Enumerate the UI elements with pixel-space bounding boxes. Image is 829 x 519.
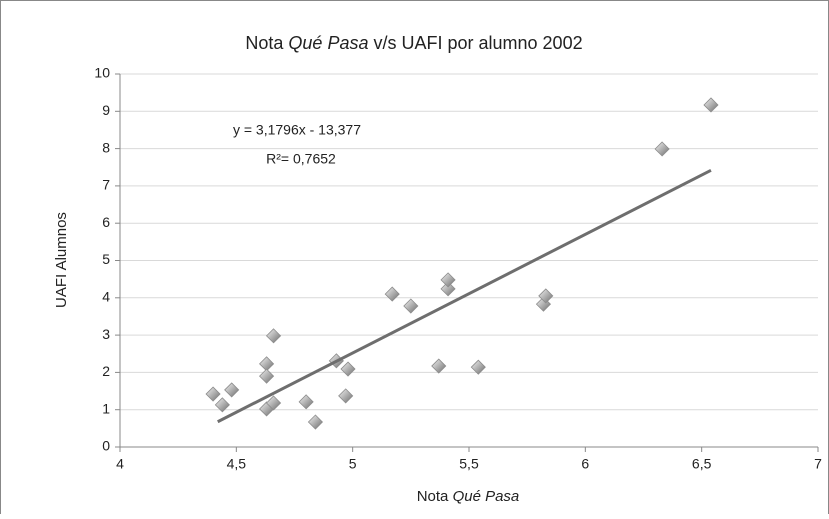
- x-tick-label: 7: [814, 456, 822, 472]
- y-tick-label: 2: [102, 363, 110, 379]
- point: [470, 359, 486, 375]
- point: [307, 414, 324, 430]
- y-tick-label: 5: [102, 251, 110, 267]
- y-axis-label: UAFI Alumnos: [53, 212, 70, 308]
- point: [403, 298, 419, 314]
- x-label-part: Nota: [417, 488, 453, 505]
- x-tick-label: 5: [349, 456, 357, 472]
- point: [265, 395, 282, 411]
- point: [340, 361, 356, 377]
- point: [259, 368, 275, 384]
- y-tick-label: 7: [102, 177, 110, 193]
- y-tick-label: 1: [102, 400, 110, 416]
- x-tick-label: 6,5: [692, 456, 712, 472]
- point: [654, 141, 670, 157]
- point: [440, 272, 456, 288]
- point: [214, 397, 230, 413]
- point: [431, 358, 447, 374]
- y-tick-label: 0: [102, 438, 110, 454]
- r-squared: R²= 0,7652: [266, 151, 336, 167]
- x-tick-label: 4: [116, 456, 124, 472]
- point: [703, 97, 719, 113]
- y-tick-label: 8: [102, 139, 110, 155]
- x-tick-label: 4,5: [227, 456, 247, 472]
- y-tick-label: 3: [102, 326, 110, 342]
- point: [538, 288, 554, 304]
- trendline: [217, 168, 712, 424]
- y-tick-label: 6: [102, 214, 110, 230]
- title-part: Qué Pasa: [288, 33, 368, 53]
- point: [205, 386, 221, 402]
- point: [440, 281, 456, 297]
- point: [224, 382, 240, 398]
- title-part: v/s UAFI por alumno 2002: [368, 33, 582, 53]
- y-tick-label: 9: [102, 102, 110, 118]
- x-tick-label: 5,5: [459, 456, 479, 472]
- point: [338, 388, 354, 404]
- point: [298, 394, 314, 410]
- x-axis-label: Nota Qué Pasa: [417, 488, 520, 505]
- x-label-part: Qué Pasa: [453, 488, 520, 505]
- chart-title: Nota Qué Pasa v/s UAFI por alumno 2002: [245, 33, 582, 53]
- point: [265, 328, 282, 344]
- y-tick-label: 10: [94, 65, 110, 81]
- x-tick-label: 6: [581, 456, 589, 472]
- equation: y = 3,1796x - 13,377: [233, 122, 361, 138]
- title-part: Nota: [245, 33, 288, 53]
- point: [384, 286, 400, 302]
- y-tick-label: 4: [102, 289, 110, 305]
